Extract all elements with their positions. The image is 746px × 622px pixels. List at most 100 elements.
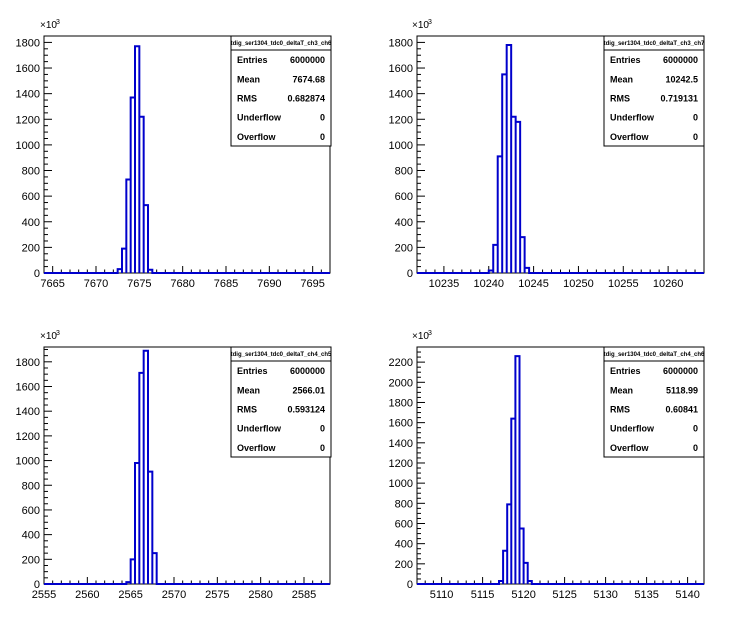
x-tick-label: 2560 <box>75 589 99 601</box>
y-tick-label: 1800 <box>389 397 413 409</box>
x-tick-label: 7680 <box>170 278 194 290</box>
histogram-bin <box>516 122 520 273</box>
y-tick-label: 1200 <box>16 431 40 443</box>
histogram-panel-1: 7665 7670 7675 7680 7685 7690 7695 0 200 400 600 80… <box>16 19 333 290</box>
histogram-bin <box>502 74 506 273</box>
stats-box <box>603 346 705 458</box>
y-tick-label: 2000 <box>389 377 413 389</box>
x-tick-label: 7675 <box>127 278 151 290</box>
stats-value-overflow: 0 <box>320 132 325 142</box>
histogram-bin <box>126 179 130 273</box>
stats-label-rms: RMS <box>610 94 630 104</box>
y-tick-label: 0 <box>407 268 413 280</box>
histogram-bin <box>126 582 130 584</box>
y-tick-label: 1600 <box>389 63 413 75</box>
histogram-bin <box>148 270 152 273</box>
y-multiplier-exponent: 3 <box>428 330 432 337</box>
histogram-bin <box>503 551 507 584</box>
stats-label-underflow: Underflow <box>237 424 282 434</box>
histogram-bin <box>493 245 497 273</box>
histogram-bin <box>135 463 139 584</box>
y-tick-label: 1600 <box>16 63 40 75</box>
stats-box <box>230 35 332 147</box>
y-tick-label: 1400 <box>389 89 413 101</box>
y-multiplier-label: ×10 <box>40 20 57 31</box>
x-tick-label: 10255 <box>608 278 639 290</box>
y-tick-label: 1800 <box>389 37 413 49</box>
y-tick-label: 1600 <box>389 418 413 430</box>
stats-label-mean: Mean <box>237 385 260 395</box>
histogram-bin <box>144 351 148 584</box>
stats-label-overflow: Overflow <box>237 132 277 142</box>
histogram-panel-3: 2555 2560 2565 2570 2575 2580 2585 0 200 400 600 80… <box>16 330 333 601</box>
stats-value-mean: 7674.68 <box>292 74 325 84</box>
y-tick-label: 600 <box>395 191 413 203</box>
stats-value-overflow: 0 <box>693 443 698 453</box>
stats-label-rms: RMS <box>237 94 257 104</box>
stats-value-entries: 6000000 <box>663 366 698 376</box>
y-tick-label: 1200 <box>16 114 40 126</box>
histogram-bin <box>498 156 502 273</box>
histogram-outline <box>44 349 330 585</box>
stats-title: tdig_ser1304_tdc0_deltaT_ch3_ch7 <box>604 41 705 47</box>
stats-value-rms: 0.593124 <box>287 405 325 415</box>
histogram-bin <box>507 504 511 584</box>
stats-value-overflow: 0 <box>693 132 698 142</box>
stats-box <box>603 35 705 147</box>
stats-label-mean: Mean <box>237 74 260 84</box>
y-tick-label: 400 <box>22 217 40 229</box>
stats-label-overflow: Overflow <box>237 443 277 453</box>
histogram-panel-2: 10235 10240 10245 10250 10255 10260 0 200 400 600… <box>389 19 706 290</box>
x-tick-label: 5140 <box>675 589 699 601</box>
y-tick-label: 1400 <box>16 89 40 101</box>
y-tick-label: 400 <box>395 217 413 229</box>
histogram-bin <box>122 249 126 273</box>
y-tick-label: 1000 <box>16 140 40 152</box>
histogram-bin <box>528 581 532 584</box>
x-tick-label: 10260 <box>653 278 684 290</box>
y-tick-label: 1800 <box>16 37 40 49</box>
x-tick-label: 7665 <box>40 278 64 290</box>
stats-label-mean: Mean <box>610 74 633 84</box>
stats-label-entries: Entries <box>237 55 268 65</box>
stats-label-mean: Mean <box>610 385 633 395</box>
stats-value-rms: 0.719131 <box>660 94 698 104</box>
x-tick-label: 2580 <box>248 589 272 601</box>
histogram-bin <box>524 563 528 584</box>
stats-value-underflow: 0 <box>320 424 325 434</box>
y-tick-label: 1000 <box>389 140 413 152</box>
y-multiplier-exponent: 3 <box>56 330 60 337</box>
stats-label-overflow: Overflow <box>610 443 650 453</box>
stats-label-entries: Entries <box>610 366 641 376</box>
y-tick-label: 200 <box>22 554 40 566</box>
y-tick-label: 400 <box>395 539 413 551</box>
y-multiplier-exponent: 3 <box>56 19 60 26</box>
stats-value-rms: 0.682874 <box>287 94 325 104</box>
stats-label-underflow: Underflow <box>610 424 655 434</box>
y-tick-label: 1400 <box>16 406 40 418</box>
stats-label-entries: Entries <box>610 55 641 65</box>
y-tick-label: 0 <box>34 579 40 591</box>
x-tick-label: 7690 <box>257 278 281 290</box>
y-tick-label: 1000 <box>389 478 413 490</box>
y-tick-label: 1800 <box>16 357 40 369</box>
x-tick-label: 2585 <box>292 589 316 601</box>
stats-label-overflow: Overflow <box>610 132 650 142</box>
histogram-bin <box>139 373 143 584</box>
stats-value-mean: 10242.5 <box>665 74 698 84</box>
x-tick-label: 10240 <box>473 278 504 290</box>
histogram-bin <box>520 237 524 273</box>
x-tick-label: 7685 <box>214 278 238 290</box>
y-tick-label: 600 <box>22 505 40 517</box>
y-multiplier-label: ×10 <box>40 331 57 342</box>
y-tick-label: 1400 <box>389 438 413 450</box>
y-tick-label: 0 <box>407 579 413 591</box>
x-tick-label: 2575 <box>205 589 229 601</box>
histogram-panel-4: 5110 5115 5120 5125 5130 5135 5140 0 200 400 600 80… <box>389 330 706 601</box>
histogram-bin <box>499 581 503 584</box>
histogram-outline <box>417 43 704 274</box>
histogram-bin <box>139 117 143 273</box>
x-tick-label: 10250 <box>563 278 594 290</box>
